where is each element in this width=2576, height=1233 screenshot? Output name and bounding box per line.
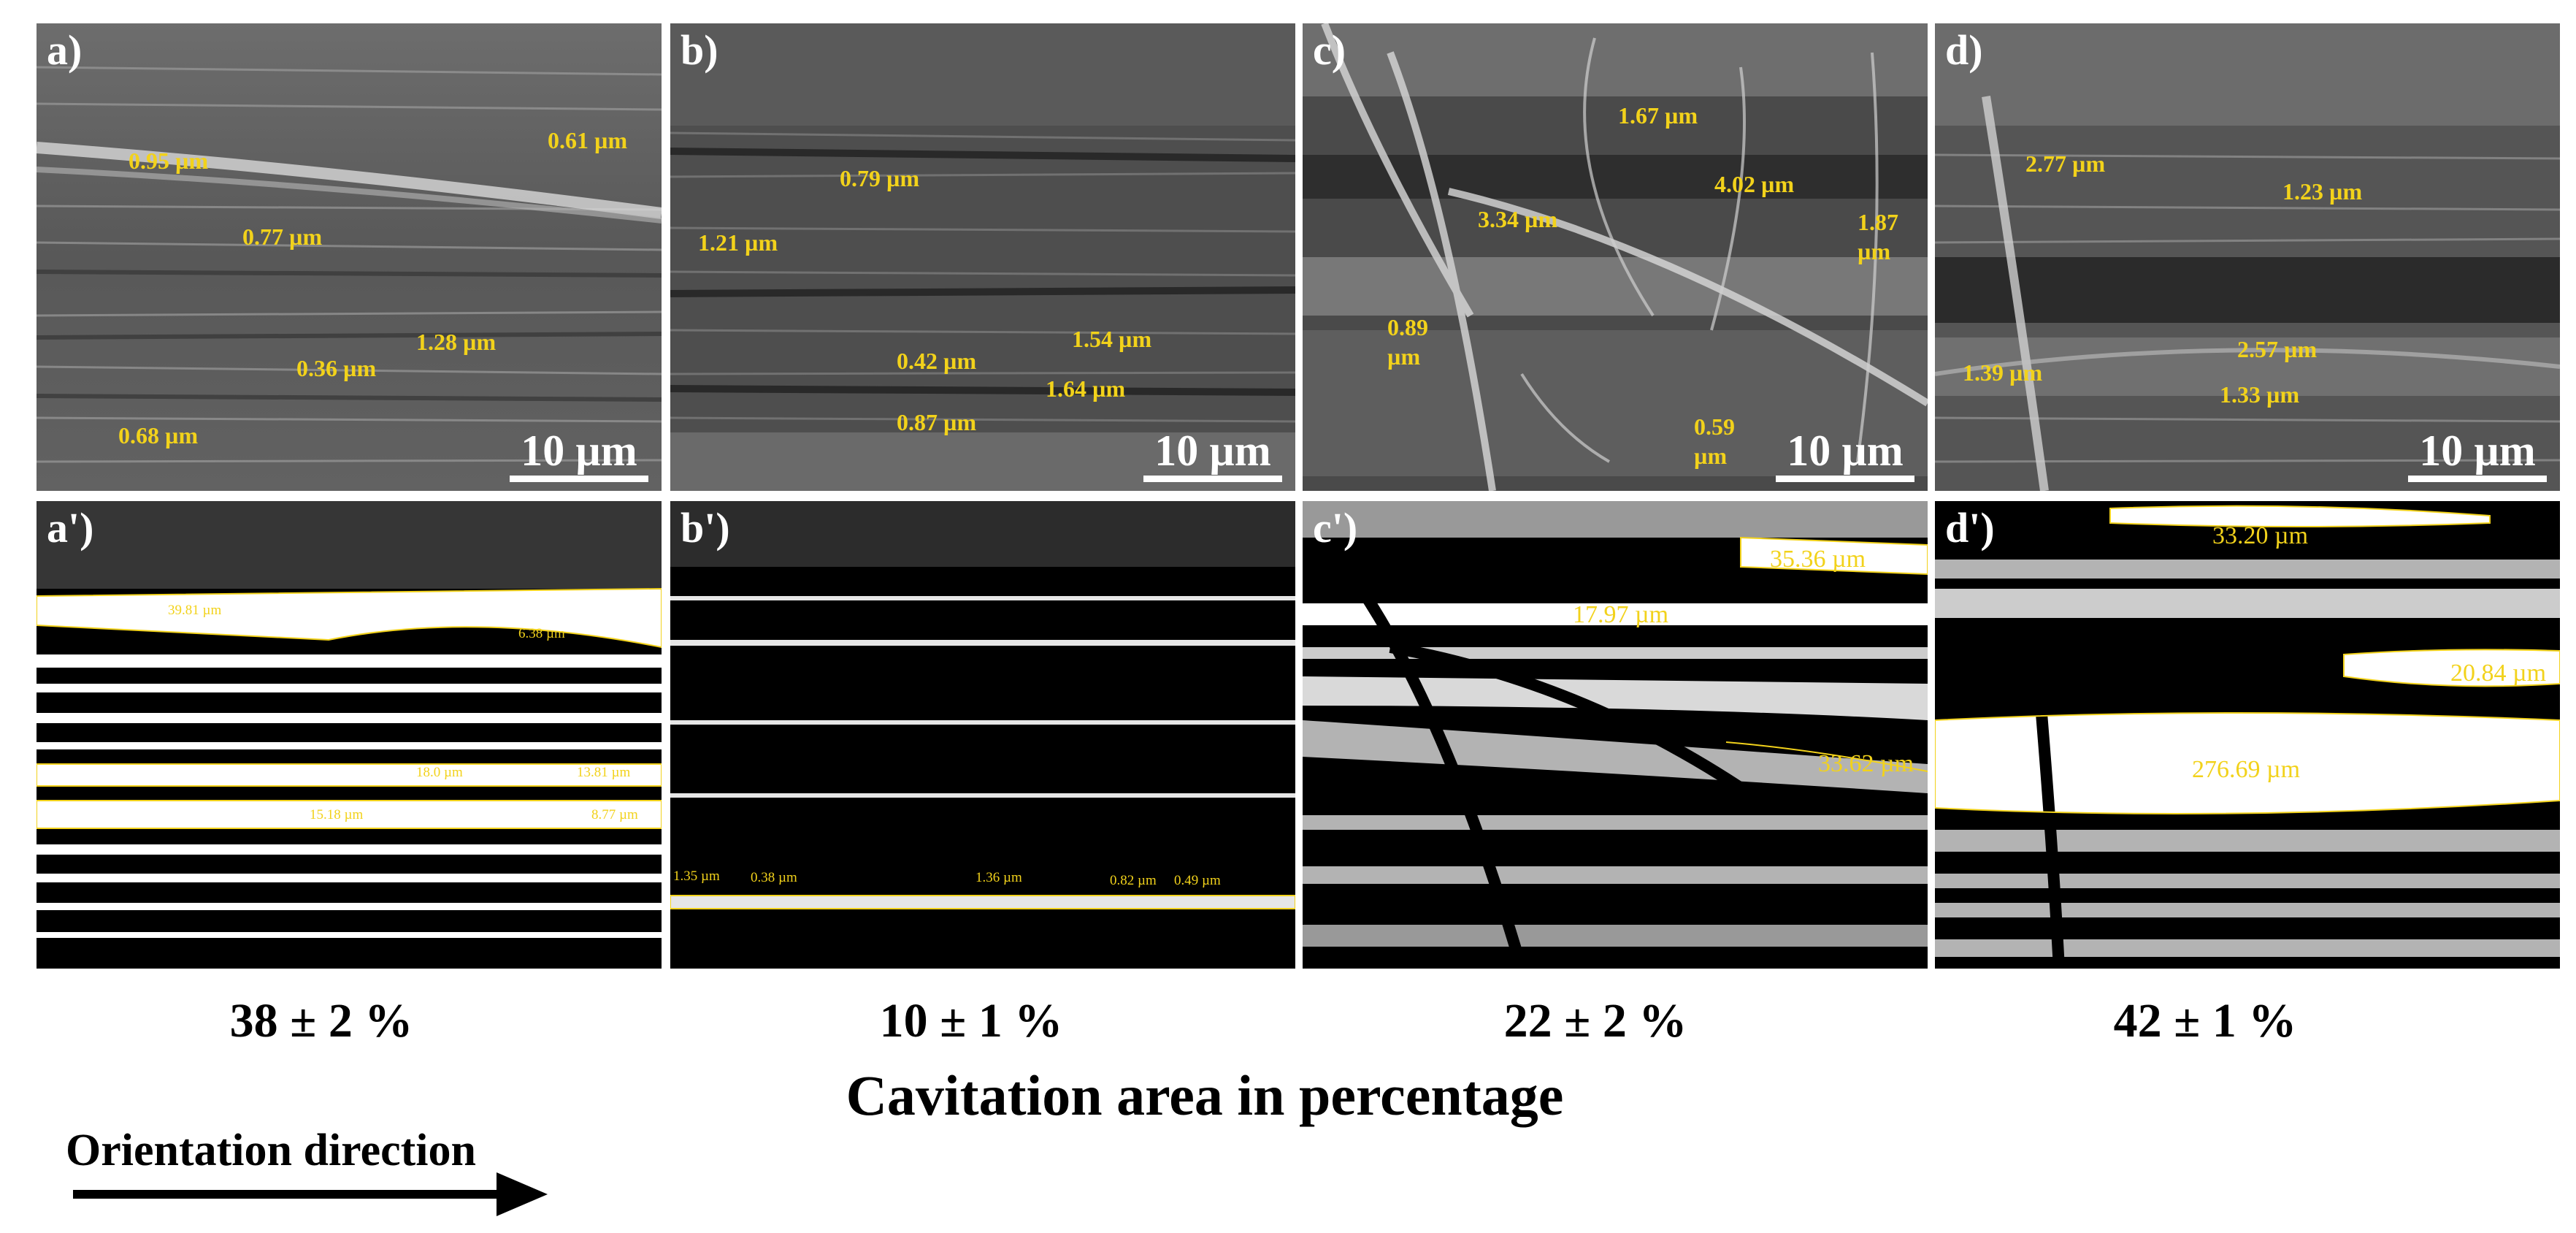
measurement: 33.20 µm: [2212, 522, 2309, 549]
binary-image-d: d') 33.20 µm 20.84 µm 276.69 µm: [1935, 501, 2560, 969]
scale-bar-line: [1143, 476, 1282, 482]
figure-caption: Cavitation area in percentage: [846, 1064, 1564, 1127]
measurement: 1.35 µm: [673, 869, 720, 884]
measurement: 1.64 µm: [1046, 375, 1126, 402]
sem-image-a: a) 0.61 µm 0.95 µm 0.77 µm 1.28 µm 0.36 …: [37, 23, 662, 491]
measurement: 39.81 µm: [168, 603, 222, 618]
binary-cavity-map-a: [37, 501, 662, 969]
measurement: 33.62 µm: [1818, 750, 1914, 777]
measurement: 2.57 µm: [2237, 336, 2318, 362]
sem-fiber-texture-d: [1935, 23, 2560, 491]
measurement: 1.39 µm: [1963, 359, 2043, 386]
measurement: 0.49 µm: [1174, 873, 1221, 888]
measurement: 1.54 µm: [1072, 326, 1152, 352]
binary-image-b: b') 1.35 µm 0.38 µm 1.36 µm 0.82 µm 0.49…: [670, 501, 1295, 969]
binary-image-a: a') 39.81 µm 6.38 µm 18.0 µm 13.81 µm 15…: [37, 501, 662, 969]
measurement: 18.0 µm: [416, 765, 463, 780]
scale-bar-line: [2408, 476, 2547, 482]
measurement: 0.42 µm: [897, 348, 977, 374]
measurement: µm: [1858, 238, 1891, 264]
scale-bar-label: 10 µm: [521, 427, 637, 475]
measurement: 15.18 µm: [310, 807, 364, 822]
measurement: µm: [1387, 343, 1421, 370]
binary-image-c: c') 35.36 µm 17.97 µm 33.62 µm: [1303, 501, 1928, 969]
measurement: 3.34 µm: [1478, 206, 1558, 232]
measurement: 20.84 µm: [2450, 660, 2547, 687]
measurement: 0.82 µm: [1110, 873, 1157, 888]
panel-label-c-prime: c'): [1313, 504, 1358, 551]
measurement: 0.59: [1694, 413, 1735, 440]
measurement: 1.21 µm: [698, 229, 778, 256]
measurement: 0.68 µm: [118, 422, 199, 448]
sem-image-c: c) 1.67 µm 4.02 µm 3.34 µm 1.87 µm 0.89 …: [1303, 23, 1928, 491]
measurement: 1.67 µm: [1618, 102, 1698, 129]
measurement: 0.95 µm: [129, 148, 209, 174]
cavitation-percentage-c: 22 ± 2 %: [1503, 994, 1687, 1047]
measurement: 1.28 µm: [416, 329, 497, 355]
measurement: 0.38 µm: [751, 870, 797, 885]
measurement: 1.87: [1858, 209, 1898, 235]
orientation-label: Orientation direction: [66, 1126, 476, 1175]
scale-bar-line: [1776, 476, 1914, 482]
binary-cavity-map-c: [1303, 501, 1928, 969]
orientation-arrow-icon: [73, 1172, 548, 1216]
panel-label-c: c): [1313, 26, 1346, 74]
measurement: 35.36 µm: [1770, 546, 1866, 573]
measurement: 0.61 µm: [548, 127, 628, 153]
panel-label-d-prime: d'): [1945, 504, 1995, 551]
scale-bar-label: 10 µm: [1154, 427, 1271, 475]
measurement: 276.69 µm: [2192, 756, 2301, 783]
panel-label-d: d): [1945, 26, 1983, 74]
panel-label-b: b): [681, 26, 718, 74]
cavitation-percentage-b: 10 ± 1 %: [879, 994, 1063, 1047]
measurement: 2.77 µm: [2025, 150, 2106, 177]
binary-cavity-map-d: [1935, 501, 2560, 969]
cavitation-percentage-a: 38 ± 2 %: [229, 994, 413, 1047]
measurement: 1.23 µm: [2282, 178, 2363, 205]
measurement: 8.77 µm: [591, 807, 638, 822]
cavitation-percentage-d: 42 ± 1 %: [2113, 994, 2297, 1047]
measurement: 0.89: [1387, 314, 1428, 340]
scale-bar-label: 10 µm: [2419, 427, 2536, 475]
panel-label-a-prime: a'): [47, 504, 94, 551]
sem-fiber-texture-c: [1303, 23, 1928, 491]
sem-image-b: b) 0.79 µm 1.21 µm 1.54 µm 0.42 µm 1.64 …: [670, 23, 1295, 491]
panel-label-b-prime: b'): [681, 504, 730, 551]
scale-bar-label: 10 µm: [1787, 427, 1904, 475]
measurement: 13.81 µm: [577, 765, 631, 780]
measurement: 0.77 µm: [242, 224, 323, 250]
sem-image-d: d) 2.77 µm 1.23 µm 2.57 µm 1.39 µm 1.33 …: [1935, 23, 2560, 491]
measurement: µm: [1694, 443, 1728, 469]
measurement: 0.87 µm: [897, 409, 977, 435]
measurement: 0.36 µm: [296, 355, 377, 381]
measurement: 1.33 µm: [2220, 381, 2300, 408]
measurement: 4.02 µm: [1714, 171, 1795, 197]
scale-bar: 10 µm: [1776, 429, 1914, 482]
measurement: 17.97 µm: [1573, 601, 1669, 628]
panel-label-a: a): [47, 26, 83, 74]
measurement: 6.38 µm: [518, 626, 565, 641]
binary-cavity-map-b: [670, 501, 1295, 969]
scale-bar: 10 µm: [1143, 429, 1282, 482]
sem-fiber-texture-b: [670, 23, 1295, 491]
scale-bar: 10 µm: [510, 429, 648, 482]
measurement: 1.36 µm: [975, 870, 1022, 885]
measurement: 0.79 µm: [840, 165, 920, 191]
sem-fiber-texture-a: [37, 23, 662, 491]
scale-bar-line: [510, 476, 648, 482]
scale-bar: 10 µm: [2408, 429, 2547, 482]
